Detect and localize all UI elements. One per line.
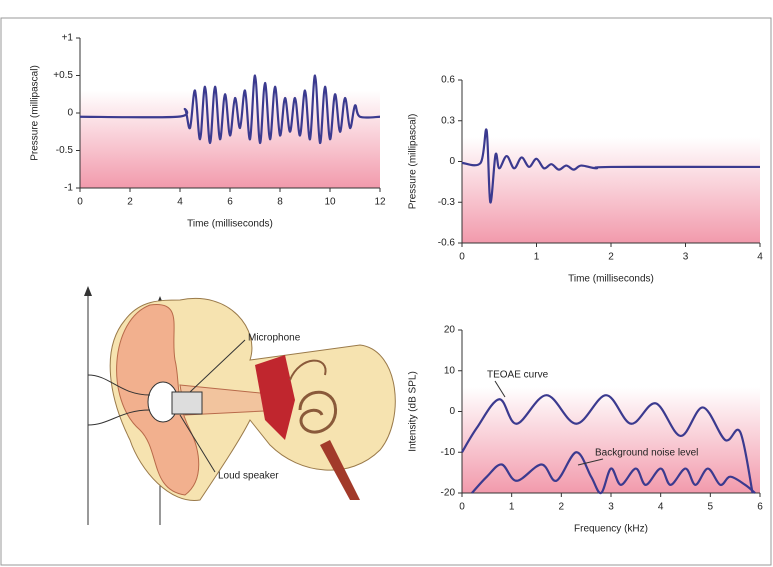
series-label: TEOAE curve	[487, 370, 549, 381]
y-tick-label: 0	[67, 108, 73, 119]
x-tick-label: 2	[127, 197, 133, 208]
x-axis-label: Frequency (kHz)	[574, 524, 648, 535]
x-tick-label: 6	[227, 197, 233, 208]
x-tick-label: 2	[608, 252, 614, 263]
x-tick-label: 8	[277, 197, 283, 208]
x-tick-label: 0	[77, 197, 83, 208]
background-band	[80, 91, 380, 189]
x-tick-label: 0	[459, 502, 465, 513]
probe-tip	[172, 392, 202, 414]
y-tick-label: -0.6	[438, 238, 456, 249]
figure: Microphone Loud speaker +1+0.50-0.5-1024…	[0, 0, 773, 567]
y-tick-label: +1	[62, 33, 74, 44]
diagram-label: Loud speaker	[218, 471, 279, 482]
x-tick-label: 6	[757, 502, 763, 513]
x-tick-label: 1	[534, 252, 540, 263]
y-tick-label: -20	[441, 488, 456, 499]
y-tick-label: -0.3	[438, 197, 456, 208]
x-tick-label: 4	[658, 502, 664, 513]
y-tick-label: -0.5	[56, 145, 74, 156]
y-axis-label: Pressure (millipascal)	[408, 114, 419, 210]
x-axis-label: Time (milliseconds)	[187, 219, 273, 230]
background-band	[462, 137, 760, 243]
x-tick-label: 2	[559, 502, 565, 513]
y-tick-label: 0.6	[441, 75, 455, 86]
y-tick-label: 0.3	[441, 115, 455, 126]
y-tick-label: +0.5	[53, 70, 73, 81]
x-tick-label: 12	[374, 197, 386, 208]
y-tick-label: 0	[449, 156, 455, 167]
y-axis-label: Intensity (dB SPL)	[408, 371, 419, 452]
y-tick-label: -10	[441, 447, 456, 458]
y-tick-label: 20	[444, 325, 456, 336]
y-tick-label: 0	[449, 406, 455, 417]
diagram-label: Microphone	[248, 333, 301, 344]
x-tick-label: 3	[683, 252, 689, 263]
x-tick-label: 4	[757, 252, 763, 263]
x-axis-label: Time (milliseconds)	[568, 274, 654, 285]
series-label: Background noise level	[595, 448, 698, 459]
x-tick-label: 5	[708, 502, 714, 513]
x-tick-label: 0	[459, 252, 465, 263]
y-tick-label: 10	[444, 365, 456, 376]
x-tick-label: 4	[177, 197, 183, 208]
x-tick-label: 3	[608, 502, 614, 513]
x-tick-label: 10	[324, 197, 336, 208]
y-axis-label: Pressure (millipascal)	[30, 65, 41, 161]
y-tick-label: -1	[64, 183, 73, 194]
x-tick-label: 1	[509, 502, 515, 513]
